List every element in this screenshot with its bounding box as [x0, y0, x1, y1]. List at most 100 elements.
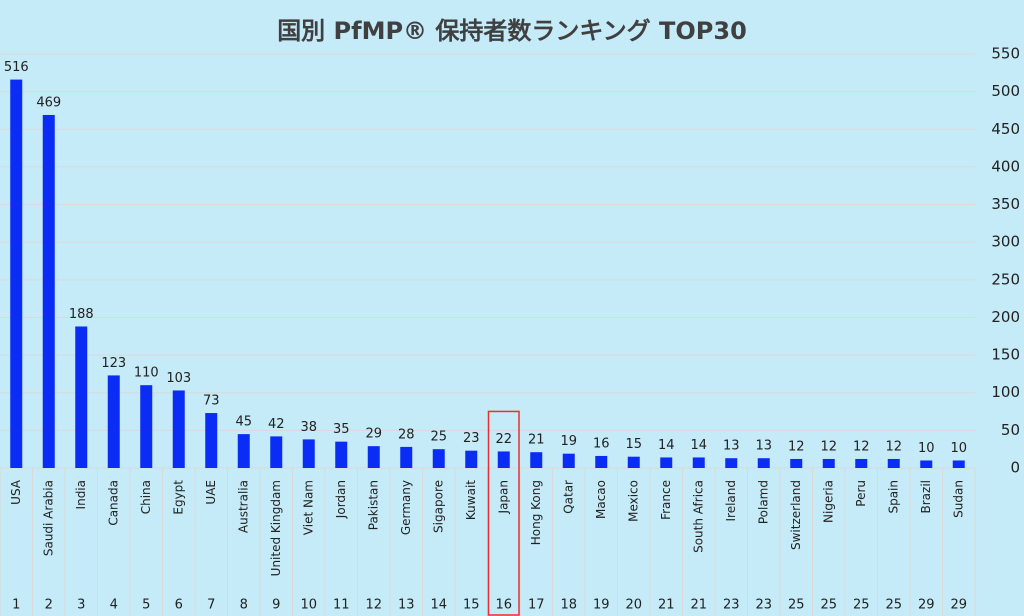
x-tick-label: Australia	[236, 480, 250, 533]
y-tick-label: 400	[991, 157, 1020, 175]
x-tick-label: Polamd	[756, 480, 770, 524]
rank-label: 10	[300, 598, 317, 613]
x-tick-label: Sigapore	[431, 480, 445, 533]
value-label: 29	[365, 427, 382, 442]
value-label: 42	[268, 417, 285, 432]
x-tick-label: China	[139, 480, 153, 514]
y-tick-label: 450	[991, 120, 1020, 138]
bar	[595, 455, 608, 468]
bar	[530, 452, 543, 468]
rank-label: 1	[12, 598, 20, 613]
rank-label: 25	[820, 598, 837, 613]
value-label: 103	[166, 371, 191, 386]
y-tick-label: 350	[991, 195, 1020, 213]
value-label: 38	[300, 420, 317, 435]
x-tick-label: Peru	[854, 480, 868, 507]
rank-label: 3	[77, 598, 85, 613]
bar	[42, 114, 55, 468]
value-label: 23	[463, 431, 480, 446]
bar	[172, 390, 185, 468]
x-tick-label: Viet Nam	[301, 480, 315, 535]
bar	[107, 375, 120, 468]
value-label: 12	[853, 439, 870, 454]
x-tick-label: Saudi Arabia	[41, 480, 55, 556]
bar	[140, 385, 153, 468]
bar	[465, 450, 478, 468]
bar	[10, 79, 23, 469]
value-label: 12	[820, 439, 837, 454]
rank-label: 25	[885, 598, 902, 613]
rank-label: 15	[463, 598, 480, 613]
y-tick-label: 0	[1010, 459, 1020, 477]
bar	[432, 449, 445, 468]
value-label: 12	[885, 439, 902, 454]
bar	[367, 446, 380, 468]
bar	[952, 460, 965, 468]
value-label: 14	[690, 438, 707, 453]
rank-label: 6	[175, 598, 183, 613]
x-tick-label: Japan	[496, 480, 510, 514]
chart-title: 国別 PfMP® 保持者数ランキング TOP30	[277, 17, 747, 45]
x-tick-label: UAE	[204, 480, 218, 505]
value-label: 12	[788, 439, 805, 454]
x-tick-label: Germany	[399, 480, 413, 535]
value-label: 10	[918, 441, 935, 456]
bar	[270, 436, 283, 468]
y-tick-label: 500	[991, 82, 1020, 100]
bar	[75, 326, 88, 468]
value-label: 15	[625, 437, 642, 452]
rank-label: 21	[658, 598, 675, 613]
y-tick-label: 100	[991, 383, 1020, 401]
bar	[790, 458, 803, 468]
x-tick-label: France	[659, 480, 673, 520]
value-label: 13	[723, 439, 740, 454]
value-label: 22	[495, 432, 512, 447]
rank-label: 16	[495, 598, 512, 613]
value-label: 21	[528, 433, 545, 448]
rank-label: 12	[365, 598, 382, 613]
y-tick-label: 250	[991, 270, 1020, 288]
rank-label: 9	[272, 598, 280, 613]
bar	[822, 458, 835, 468]
bar	[205, 413, 218, 468]
value-label: 35	[333, 422, 350, 437]
y-tick-label: 200	[991, 308, 1020, 326]
x-tick-label: Nigeria	[821, 480, 835, 523]
bar	[920, 460, 933, 468]
rank-label: 25	[853, 598, 870, 613]
value-label: 13	[755, 439, 772, 454]
x-tick-label: India	[74, 480, 88, 509]
value-label: 14	[658, 438, 675, 453]
x-tick-label: South Africa	[691, 480, 705, 553]
bar	[887, 458, 900, 468]
x-tick-label: Jordan	[334, 480, 348, 519]
x-tick-label: USA	[9, 479, 23, 505]
rank-label: 21	[690, 598, 707, 613]
highlight-box	[487, 410, 520, 616]
x-tick-label: Hong Kong	[529, 480, 543, 545]
bar	[335, 441, 348, 468]
value-label: 10	[950, 441, 967, 456]
value-label: 16	[593, 436, 610, 451]
value-label: 469	[36, 95, 61, 110]
rank-label: 5	[142, 598, 150, 613]
bar	[237, 434, 250, 468]
x-tick-label: Canada	[106, 480, 120, 526]
rank-label: 23	[723, 598, 740, 613]
rank-label: 17	[528, 598, 545, 613]
rank-label: 13	[398, 598, 415, 613]
bar	[627, 456, 640, 468]
x-tick-label: Macao	[594, 480, 608, 519]
rank-label: 29	[950, 598, 967, 613]
value-label: 28	[398, 427, 415, 442]
x-tick-label: Spain	[886, 480, 900, 514]
x-tick-label: Mexico	[626, 480, 640, 522]
y-tick-label: 300	[991, 233, 1020, 251]
rank-label: 11	[333, 598, 350, 613]
y-tick-label: 150	[991, 346, 1020, 364]
rank-label: 29	[918, 598, 935, 613]
rank-label: 4	[110, 598, 118, 613]
x-tick-label: Kuwait	[464, 480, 478, 520]
value-label: 25	[430, 430, 447, 445]
